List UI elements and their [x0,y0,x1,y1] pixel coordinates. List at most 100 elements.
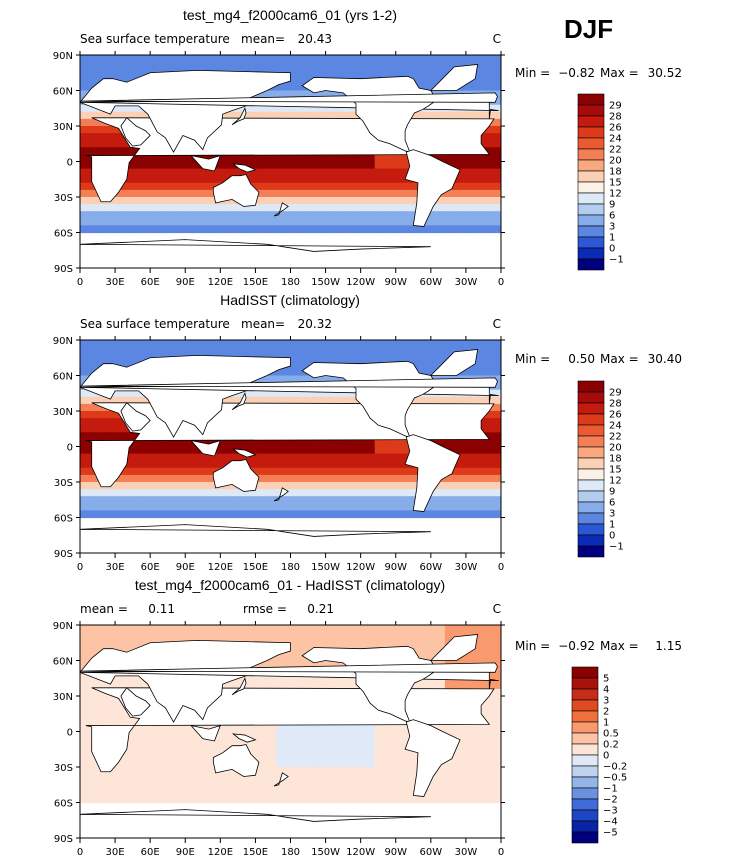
y-tick-label: 0 [67,443,73,454]
field-cell [220,681,235,690]
field-cell [332,482,348,490]
field-cell [318,446,334,455]
y-tick-label: 90S [54,264,73,275]
field-cell [430,62,446,70]
field-cell [94,510,109,519]
field-cell [178,482,193,490]
field-cell [304,639,320,647]
field-cell [178,781,193,789]
field-cell [402,62,418,70]
field-cell [94,703,109,711]
field-cell [248,453,264,462]
field-cell [290,111,306,120]
field-cell [388,55,404,63]
field-cell [360,340,376,348]
field-cell [304,182,320,191]
field-cell [80,781,95,789]
field-cell [276,660,292,669]
field-cell [318,168,334,177]
field-cell [444,795,460,804]
field-cell [262,189,278,198]
field-cell [304,724,320,733]
field-cell [472,752,488,761]
field-cell [122,717,137,725]
field-cell [318,211,334,219]
field-cell [262,175,278,184]
field-cell [136,781,151,789]
colorbar-level-label: 1 [609,520,615,531]
colorbar-level-label: −4 [603,817,618,828]
land-mass [80,809,431,838]
field-cell [150,496,165,504]
field-cell [318,781,334,789]
field-cell [290,460,306,469]
field-cell [332,69,348,77]
field-cell [122,752,137,761]
x-tick-label: 30W [455,277,478,288]
field-cell [178,340,193,348]
field-cell [276,681,292,690]
field-cell [80,62,95,70]
field-cell [346,389,362,398]
field-cell [80,681,95,690]
rmse-label: rmse = [243,602,287,616]
field-cell [108,204,123,212]
field-cell [430,639,446,647]
field-cell [472,182,488,191]
field-cell [80,653,95,662]
field-cell [472,347,488,355]
field-cell [458,482,474,490]
field-cell [290,211,306,219]
field-cell [108,69,123,77]
field-cell [276,510,292,519]
field-cell [290,474,306,483]
field-cell [402,182,418,191]
field-cell [304,745,320,754]
field-cell [80,788,95,796]
field-cell [164,197,179,205]
max-label: Max = [600,66,639,80]
field-cell [332,745,348,754]
y-tick-label: 90S [54,549,73,560]
field-cell [192,489,207,497]
field-cell [192,189,207,198]
field-cell [122,503,137,511]
field-cell [192,467,207,476]
field-cell [402,474,418,483]
field-cell [192,211,207,219]
field-cell [486,361,501,369]
colorbar-level-label: 0 [609,244,615,255]
field-cell [290,467,306,476]
field-cell [444,161,460,170]
field-cell [458,439,474,448]
field-cell [220,724,235,733]
field-cell [234,453,249,462]
field-cell [472,460,488,469]
field-cell [346,467,362,476]
field-cell [206,745,221,754]
field-cell [262,496,278,504]
field-cell [346,738,362,747]
field-cell [136,446,151,455]
field-cell [108,340,123,348]
field-cell [164,55,179,63]
field-cell [122,446,137,455]
field-cell [94,403,109,412]
field-cell [80,439,95,448]
field-cell [248,396,264,405]
y-tick-label: 90N [53,336,73,347]
field-cell [318,154,334,163]
field-cell [416,69,432,77]
field-cell [374,467,390,476]
field-cell [360,482,376,490]
field-cell [150,474,165,483]
field-cell [262,225,278,234]
field-cell [472,446,488,455]
field-cell [472,788,488,796]
field-cell [276,759,292,768]
y-tick-label: 60N [53,372,73,383]
field-cell [262,453,278,462]
field-cell [332,354,348,362]
field-cell [416,795,432,804]
field-cell [458,781,474,789]
